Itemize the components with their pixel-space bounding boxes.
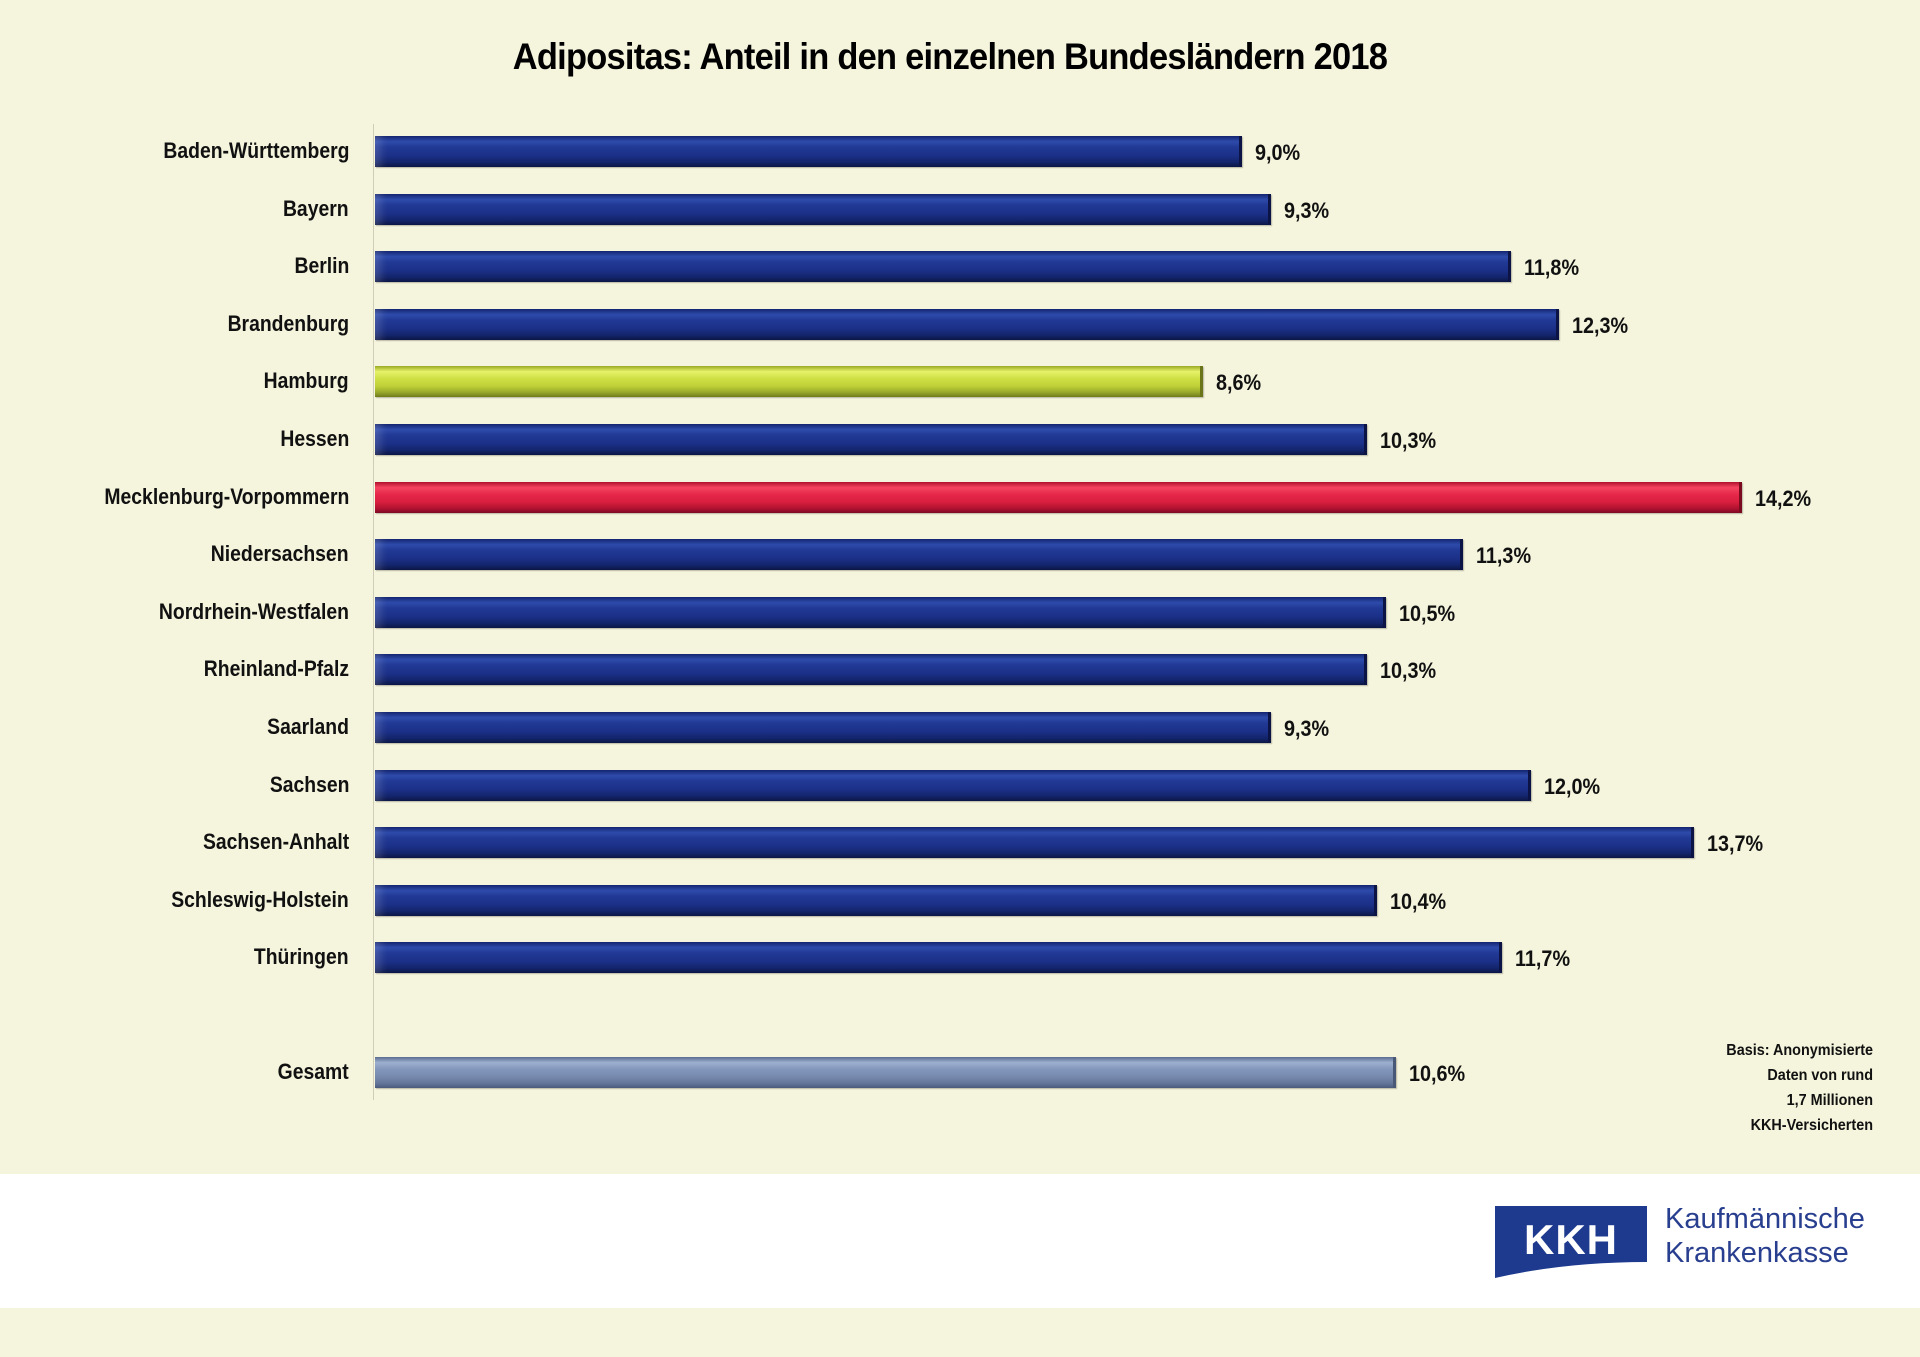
category-label-saarland: Saarland — [267, 714, 349, 739]
footnote-line: 1,7 Millionen — [1786, 1092, 1873, 1109]
logo-company-name: Kaufmännische Krankenkasse — [1665, 1202, 1865, 1270]
bar-gesamt — [375, 1057, 1396, 1088]
value-label-sachsen: 12,0% — [1543, 773, 1600, 799]
category-label-brandenburg: Brandenburg — [227, 310, 349, 336]
category-label-berlin: Berlin — [294, 253, 349, 279]
value-label-mecklenburg-vorpommern: 14,2% — [1755, 485, 1812, 511]
bar-hamburg — [375, 366, 1204, 398]
bar-brandenburg — [375, 308, 1560, 340]
bar-nordrhein-westfalen — [375, 596, 1387, 628]
bar-saarland — [375, 712, 1271, 743]
value-label-schleswig-holstein: 10,4% — [1389, 888, 1446, 914]
bar-schleswig-holstein — [375, 884, 1377, 916]
value-label-brandenburg: 12,3% — [1572, 312, 1629, 338]
category-label-niedersachsen: Niedersachsen — [211, 541, 349, 567]
bar-rheinland-pfalz — [375, 654, 1367, 686]
category-label-nordrhein-westfalen: Nordrhein-Westfalen — [158, 598, 349, 624]
category-label-schleswig-holstein: Schleswig-Holstein — [171, 886, 349, 912]
chart-title: Adipositas: Anteil in den einzelnen Bund… — [512, 36, 1388, 77]
logo-abbreviation: KKH — [1524, 1216, 1618, 1263]
category-label-hamburg: Hamburg — [264, 368, 349, 394]
bar-niedersachsen — [375, 539, 1464, 571]
logo-name-line2: Krankenkasse — [1665, 1237, 1849, 1269]
bar-bayern — [375, 193, 1271, 225]
value-label-sachsen-anhalt: 13,7% — [1707, 831, 1764, 857]
bar-thueringen — [375, 942, 1502, 974]
category-label-sachsen-anhalt: Sachsen-Anhalt — [202, 829, 349, 855]
kkh-logo: KKH — [1495, 1206, 1647, 1278]
footnote-line: Basis: Anonymisierte — [1726, 1042, 1873, 1059]
value-label-gesamt: 10,6% — [1408, 1061, 1465, 1086]
bar-berlin — [375, 251, 1512, 283]
value-label-baden-wuerttemberg: 9,0% — [1254, 140, 1300, 165]
bar-mecklenburg-vorpommern — [375, 481, 1743, 513]
category-label-thueringen: Thüringen — [254, 944, 349, 970]
category-label-gesamt: Gesamt — [277, 1059, 349, 1084]
category-label-hessen: Hessen — [280, 426, 349, 451]
bottom-band — [0, 1308, 1920, 1357]
bar-baden-wuerttemberg — [375, 136, 1242, 167]
category-label-rheinland-pfalz: Rheinland-Pfalz — [203, 656, 349, 682]
category-label-baden-wuerttemberg: Baden-Württemberg — [162, 138, 349, 163]
value-label-thueringen: 11,7% — [1514, 946, 1570, 972]
logo-shape-icon — [1495, 1206, 1647, 1278]
category-label-bayern: Bayern — [283, 195, 349, 221]
category-axis-line — [373, 124, 374, 1100]
value-label-bayern: 9,3% — [1283, 197, 1329, 223]
bar-sachsen-anhalt — [375, 827, 1695, 859]
category-label-sachsen: Sachsen — [269, 771, 349, 797]
chart-background — [0, 0, 1920, 1174]
logo-name-line1: Kaufmännische — [1665, 1203, 1865, 1235]
value-label-niedersachsen: 11,3% — [1476, 543, 1532, 569]
footnote-line: KKH-Versicherten — [1750, 1117, 1873, 1134]
value-label-hessen: 10,3% — [1379, 428, 1437, 453]
footnote-line: Daten von rund — [1767, 1067, 1873, 1084]
value-label-nordrhein-westfalen: 10,5% — [1399, 600, 1456, 626]
value-label-hamburg: 8,6% — [1216, 370, 1262, 396]
bar-hessen — [375, 424, 1367, 455]
bar-sachsen — [375, 769, 1531, 801]
category-label-mecklenburg-vorpommern: Mecklenburg-Vorpommern — [104, 483, 349, 509]
footnote: Basis: Anonymisierte Daten von rund 1,7 … — [1726, 1038, 1873, 1138]
value-label-saarland: 9,3% — [1283, 716, 1329, 741]
value-label-berlin: 11,8% — [1524, 255, 1580, 281]
value-label-rheinland-pfalz: 10,3% — [1379, 658, 1437, 684]
